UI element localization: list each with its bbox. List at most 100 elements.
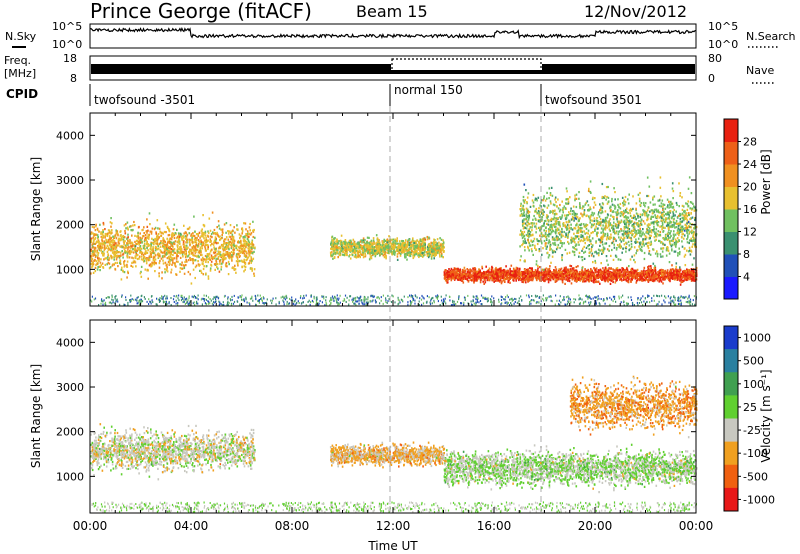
scatter-cell — [149, 223, 151, 226]
scatter-cell — [156, 239, 158, 242]
scatter-cell — [100, 249, 102, 252]
scatter-cell — [231, 254, 233, 257]
scatter-cell — [199, 246, 202, 249]
scatter-cell — [119, 245, 121, 248]
scatter-cell — [231, 229, 234, 232]
scatter-cell — [348, 255, 350, 258]
scatter-cell — [399, 240, 401, 243]
scatter-cell — [107, 241, 109, 244]
scatter-cell — [228, 242, 230, 246]
scatter-cell — [164, 248, 166, 251]
scatter-cell — [108, 229, 111, 232]
scatter-cell — [187, 270, 190, 274]
scatter-cell — [99, 265, 102, 268]
scatter-cell — [205, 272, 207, 275]
scatter-cell — [162, 237, 164, 240]
scatter-cell — [230, 251, 233, 254]
scatter-cell — [244, 239, 247, 243]
scatter-cell — [231, 255, 234, 258]
scatter-cell — [175, 265, 177, 268]
scatter-cell — [411, 250, 413, 253]
scatter-cell — [138, 243, 140, 246]
scatter-cell — [201, 247, 203, 250]
scatter-cell — [150, 230, 153, 233]
scatter-cell — [233, 268, 236, 271]
scatter-cell — [170, 251, 172, 254]
scatter-cell — [227, 273, 230, 276]
scatter-cell — [175, 273, 178, 276]
scatter-cell — [248, 248, 250, 251]
scatter-cell — [209, 244, 212, 247]
scatter-cell — [474, 273, 476, 276]
scatter-cell — [396, 242, 398, 245]
scatter-cell — [93, 226, 95, 229]
scatter-cell — [253, 274, 256, 277]
scatter-cell — [195, 244, 197, 247]
scatter-cell — [109, 254, 112, 257]
scatter-cell — [108, 238, 110, 241]
scatter-cell — [126, 263, 128, 266]
scatter-cell — [245, 255, 248, 258]
scatter-cell — [581, 270, 584, 273]
scatter-cell — [401, 239, 403, 243]
scatter-cell — [104, 236, 106, 239]
scatter-cell — [437, 247, 439, 250]
scatter-cell — [401, 251, 404, 254]
scatter-cell — [131, 265, 134, 268]
scatter-cell — [439, 253, 441, 257]
scatter-cell — [171, 233, 173, 236]
scatter-cell — [207, 277, 210, 280]
scatter-cell — [154, 226, 157, 229]
scatter-cell — [170, 256, 172, 259]
scatter-cell — [358, 250, 361, 253]
scatter-cell — [189, 258, 192, 262]
scatter-cell — [218, 224, 220, 227]
scatter-cell — [229, 224, 232, 227]
scatter-cell — [122, 238, 125, 241]
scatter-cell — [347, 243, 350, 246]
scatter-cell — [340, 243, 343, 246]
scatter-cell — [217, 267, 219, 270]
scatter-cell — [121, 250, 123, 253]
scatter-cell — [488, 267, 491, 270]
scatter-cell — [223, 238, 226, 241]
scatter-cell — [237, 252, 239, 255]
scatter-cell — [108, 235, 111, 238]
scatter-cell — [189, 242, 191, 245]
scatter-cell — [90, 257, 93, 260]
scatter-cell — [147, 277, 149, 280]
scatter-cell — [107, 248, 110, 251]
scatter-cell — [133, 220, 135, 224]
scatter-cell — [144, 233, 147, 237]
scatter-cell — [433, 257, 435, 260]
scatter-cell — [228, 263, 230, 266]
scatter-cell — [232, 237, 235, 240]
scatter-cell — [126, 221, 129, 224]
scatter-cell — [132, 228, 134, 232]
scatter-cell — [418, 243, 420, 246]
scatter-cell — [153, 255, 156, 259]
scatter-cell — [390, 242, 393, 246]
scatter-cell — [131, 245, 133, 248]
scatter-cell — [234, 264, 236, 267]
scatter-cell — [372, 237, 375, 240]
scatter-cell — [132, 251, 135, 254]
scatter-cell — [90, 237, 93, 240]
scatter-cell — [209, 235, 212, 238]
scatter-cell — [650, 274, 653, 277]
scatter-cell — [185, 258, 187, 262]
scatter-cell — [163, 246, 165, 249]
scatter-cell — [432, 250, 434, 253]
scatter-cell — [426, 254, 429, 257]
scatter-cell — [94, 229, 97, 232]
scatter-cell — [173, 241, 175, 244]
scatter-cell — [232, 235, 235, 238]
scatter-cell — [230, 238, 232, 241]
scatter-cell — [90, 241, 93, 244]
scatter-cell — [147, 269, 149, 272]
scatter-cell — [214, 263, 217, 266]
scatter-cell — [392, 245, 394, 248]
scatter-cell — [210, 254, 213, 257]
scatter-cell — [195, 250, 197, 253]
scatter-cell — [116, 230, 119, 233]
